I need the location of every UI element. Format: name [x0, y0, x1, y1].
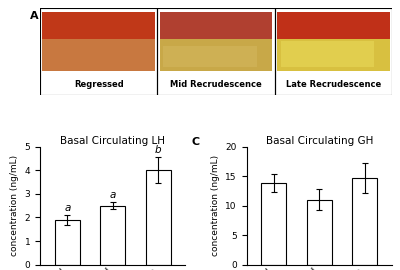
FancyBboxPatch shape [42, 27, 155, 71]
Text: Regressed: Regressed [74, 80, 124, 89]
FancyBboxPatch shape [42, 12, 155, 39]
FancyBboxPatch shape [40, 8, 157, 95]
Bar [307, 200, 332, 265]
Text: a: a [64, 203, 70, 213]
Title: Basal Circulating GH: Basal Circulating GH [266, 136, 373, 146]
Text: Late Recrudescence: Late Recrudescence [286, 80, 381, 89]
Bar [100, 206, 125, 265]
Text: Mid Recrudescence: Mid Recrudescence [170, 80, 262, 89]
FancyBboxPatch shape [160, 12, 272, 39]
Bar [261, 183, 286, 265]
FancyBboxPatch shape [163, 46, 257, 68]
Text: A: A [30, 11, 39, 21]
FancyBboxPatch shape [275, 8, 392, 95]
Bar [146, 170, 171, 265]
Y-axis label: concentration (ng/mL): concentration (ng/mL) [211, 155, 220, 256]
FancyBboxPatch shape [157, 8, 275, 95]
FancyBboxPatch shape [280, 41, 374, 68]
Bar [55, 220, 80, 265]
FancyBboxPatch shape [277, 27, 390, 71]
Y-axis label: concentration (ng/mL): concentration (ng/mL) [10, 155, 19, 256]
Text: b: b [155, 146, 162, 156]
Bar [352, 178, 377, 265]
FancyBboxPatch shape [277, 12, 390, 39]
Text: a: a [110, 190, 116, 200]
FancyBboxPatch shape [160, 27, 272, 71]
Title: Basal Circulating LH: Basal Circulating LH [60, 136, 165, 146]
Text: C: C [191, 137, 199, 147]
